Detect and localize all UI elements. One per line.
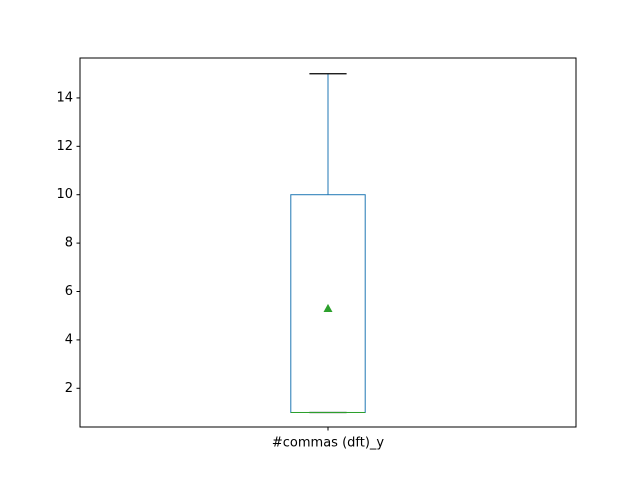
y-tick-label: 4 [65,332,73,347]
x-tick-label: #commas (dft)_y [272,436,385,451]
plot-frame [79,57,577,428]
mean-marker [323,303,333,313]
y-tick-label: 6 [65,284,73,299]
y-tick-label: 14 [56,90,73,105]
y-tick-label: 10 [56,187,73,202]
y-tick-label: 8 [65,236,73,251]
y-tick-label: 12 [56,139,73,154]
y-tick-label: 2 [65,381,73,396]
